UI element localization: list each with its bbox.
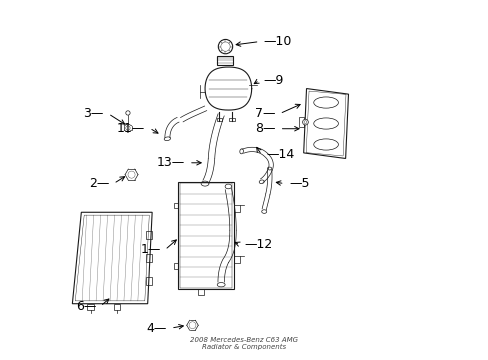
Text: 7—: 7— — [254, 107, 275, 120]
Text: —12: —12 — [244, 238, 272, 251]
Bar — [179, 183, 232, 288]
Bar — [114, 304, 120, 310]
Text: —5: —5 — [288, 177, 309, 190]
Bar — [174, 203, 178, 208]
Bar — [197, 289, 203, 295]
Bar — [217, 56, 232, 65]
Bar — [145, 254, 152, 262]
Bar — [145, 231, 152, 239]
Text: 4—: 4— — [146, 321, 166, 334]
Text: —14: —14 — [265, 148, 294, 161]
Text: 2008 Mercedes-Benz C63 AMG
Radiator & Components: 2008 Mercedes-Benz C63 AMG Radiator & Co… — [190, 337, 298, 350]
Text: 6—: 6— — [76, 300, 96, 313]
Bar — [87, 304, 94, 310]
Text: 2—: 2— — [89, 177, 109, 190]
Bar — [174, 263, 178, 269]
Bar — [145, 276, 152, 285]
Text: 11—: 11— — [117, 122, 145, 135]
Text: 8—: 8— — [254, 122, 275, 135]
Bar — [233, 256, 240, 263]
Text: 1—: 1— — [140, 243, 160, 256]
Bar — [299, 117, 303, 127]
Text: 3—: 3— — [83, 107, 104, 120]
Bar — [228, 118, 234, 121]
Bar — [216, 118, 222, 121]
Text: —10: —10 — [264, 35, 292, 48]
Circle shape — [218, 40, 232, 54]
Bar — [178, 182, 233, 289]
Text: —9: —9 — [264, 74, 284, 87]
Text: 13—: 13— — [156, 156, 184, 169]
Circle shape — [302, 119, 308, 125]
Bar — [233, 205, 240, 212]
